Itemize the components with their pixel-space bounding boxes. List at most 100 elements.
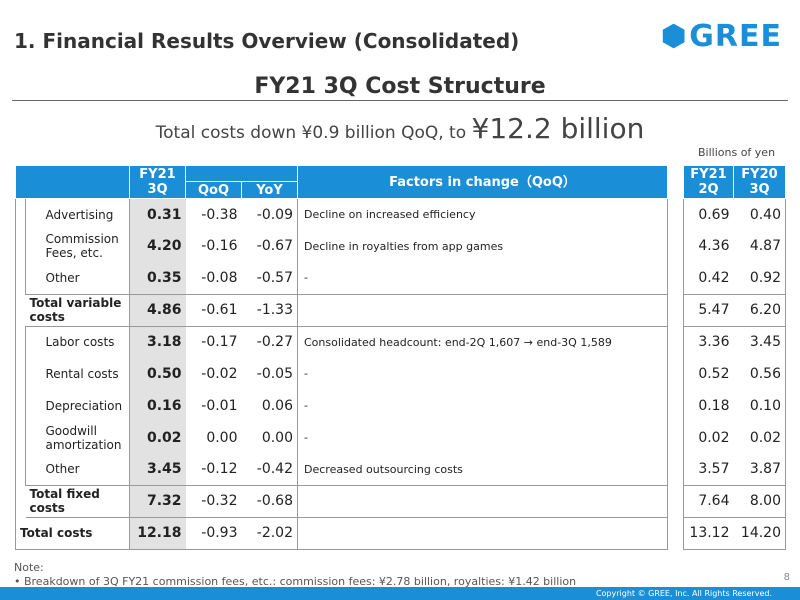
table-row: Advertising 0.31 -0.38 -0.09 Decline on … <box>15 198 786 327</box>
row-label: Commission Fees, etc. <box>41 230 130 263</box>
cell-fy20-3q: 0.02 <box>733 421 786 454</box>
cell-fy21-2q: 3.57 <box>683 453 734 486</box>
cell-fy21-3q: 3.18 <box>129 326 186 358</box>
table-row: Other 3.45 -0.12 -0.42 Decreased outsour… <box>16 453 786 486</box>
footnote-title: Note: <box>14 561 44 574</box>
cell-factor <box>297 517 668 550</box>
header-fy21-2q: FY21 2Q <box>683 165 734 199</box>
cell-fy21-2q: 0.42 <box>683 262 734 295</box>
cell-fy21-2q: 0.02 <box>683 421 734 454</box>
cell-factor: - <box>297 421 668 454</box>
cell-fy20-3q: 6.20 <box>733 293 786 327</box>
cell-factor: - <box>297 357 668 390</box>
row-label: Other <box>41 262 130 295</box>
cell-qoq: -0.38 <box>201 206 238 223</box>
cell-fy21-3q: 4.86 <box>129 293 186 327</box>
cell-fy21-3q: 7.32 <box>129 485 186 518</box>
lead-prefix: Total costs down ¥0.9 billion QoQ, to <box>155 123 472 143</box>
cost-structure-table: FY21 3Q Factors in change（QoQ） FY21 2Q F… <box>15 165 786 550</box>
row-label: Total fixed costs <box>25 485 130 518</box>
cell-fy21-3q: 0.16 <box>129 389 186 422</box>
cell-yoy: -0.05 <box>241 357 298 390</box>
cell-fy20-3q: 8.00 <box>733 485 786 518</box>
cell-fy21-3q: 0.50 <box>129 357 186 390</box>
cell-qoq: -0.02 <box>201 365 238 382</box>
units-label: Billions of yen <box>698 146 776 159</box>
table-row-subtotal: Total variable costs 4.86 -0.61 -1.33 5.… <box>16 293 786 327</box>
cell-qoq: -0.61 <box>185 293 242 327</box>
cell-qoq: 0.00 <box>206 429 238 446</box>
cell-fy21-2q: 13.12 <box>683 517 734 550</box>
cell-yoy: -0.42 <box>241 453 298 486</box>
table-row: Rental costs 0.50 -0.02 -0.05 - 0.52 0.5… <box>16 357 786 390</box>
cell-fy20-3q: 3.45 <box>733 326 786 358</box>
cell-qoq: -0.12 <box>201 461 238 478</box>
cell-fy21-3q: 0.35 <box>129 262 186 295</box>
cell-yoy: -0.57 <box>241 262 298 295</box>
cell-fy21-3q: 0.02 <box>129 421 186 454</box>
cell-fy21-2q: 0.69 <box>683 198 734 231</box>
cell-factor: Consolidated headcount: end-2Q 1,607 → e… <box>297 326 668 358</box>
row-label: Advertising <box>41 198 130 231</box>
row-label: Labor costs <box>41 326 130 358</box>
logo-text: GREE <box>689 18 782 54</box>
cell-factor: Decline in royalties from app games <box>297 230 668 263</box>
cell-qoq: -0.16 <box>201 238 238 255</box>
table-row: Commission Fees, etc. 4.20 -0.16 -0.67 D… <box>16 230 786 263</box>
cell-fy20-3q: 14.20 <box>733 517 786 550</box>
cell-fy21-3q: 3.45 <box>129 453 186 486</box>
footnote: Note: • Breakdown of 3Q FY21 commission … <box>14 561 576 589</box>
cell-factor <box>297 293 668 327</box>
cell-qoq: -0.01 <box>201 397 238 414</box>
header-fy21-3q: FY21 3Q <box>129 165 186 199</box>
page-title: 1. Financial Results Overview (Consolida… <box>14 29 520 53</box>
table-row: Labor costs 3.18 -0.17 -0.27 Consolidate… <box>15 326 786 518</box>
table-row-total: Total costs 12.18 -0.93 -2.02 13.12 14.2… <box>15 517 786 550</box>
cell-factor: - <box>297 389 668 422</box>
cell-fy21-2q: 0.18 <box>683 389 734 422</box>
header-qoq: QoQ <box>185 181 242 199</box>
cell-factor: Decline on increased efficiency <box>297 198 668 231</box>
cell-fy21-3q: 0.31 <box>129 198 186 231</box>
cell-factor: - <box>297 262 668 295</box>
header-factors: Factors in change（QoQ） <box>297 165 668 199</box>
cell-fy20-3q: 3.87 <box>733 453 786 486</box>
title-divider <box>12 100 788 101</box>
table-row: Other 0.35 -0.08 -0.57 - 0.42 0.92 <box>16 262 786 295</box>
cell-fy21-3q: 12.18 <box>129 517 186 550</box>
copyright-text: Copyright © GREE, Inc. All Rights Reserv… <box>595 589 772 598</box>
cell-fy21-2q: 5.47 <box>683 293 734 327</box>
header-blank <box>15 165 130 199</box>
cell-fy20-3q: 4.87 <box>733 230 786 263</box>
lead-statement: Total costs down ¥0.9 billion QoQ, to ¥1… <box>0 112 800 145</box>
cell-qoq: -0.32 <box>185 485 242 518</box>
row-label: Total variable costs <box>25 293 130 327</box>
table-row: Goodwill amortization 0.02 0.00 0.00 - 0… <box>16 421 786 454</box>
cell-qoq: -0.08 <box>201 269 238 286</box>
cell-fy21-2q: 0.52 <box>683 357 734 390</box>
footer-bar: Copyright © GREE, Inc. All Rights Reserv… <box>0 587 800 600</box>
cell-yoy: -0.09 <box>241 198 298 231</box>
cell-factor <box>297 485 668 518</box>
cell-fy21-2q: 4.36 <box>683 230 734 263</box>
header-yoy: YoY <box>241 181 298 199</box>
cell-fy21-2q: 3.36 <box>683 326 734 358</box>
cell-fy20-3q: 0.10 <box>733 389 786 422</box>
lead-highlight: ¥12.2 billion <box>471 112 645 145</box>
header-fy20-3q: FY20 3Q <box>733 165 786 199</box>
hexagon-logo-icon <box>662 23 685 49</box>
footnote-text: • Breakdown of 3Q FY21 commission fees, … <box>14 575 577 588</box>
cell-fy20-3q: 0.56 <box>733 357 786 390</box>
row-label: Total costs <box>15 517 130 550</box>
cell-qoq: -0.93 <box>185 517 242 550</box>
cell-fy20-3q: 0.92 <box>733 262 786 295</box>
row-label: Depreciation <box>41 389 130 422</box>
row-label: Rental costs <box>41 357 130 390</box>
page-number: 8 <box>783 572 790 583</box>
table-row: Depreciation 0.16 -0.01 0.06 - 0.18 0.10 <box>16 389 786 422</box>
cell-yoy: -1.33 <box>241 293 298 327</box>
cell-fy21-3q: 4.20 <box>129 230 186 263</box>
cell-qoq: -0.17 <box>201 334 238 351</box>
cell-yoy: -0.68 <box>241 485 298 518</box>
cell-yoy: -0.67 <box>241 230 298 263</box>
